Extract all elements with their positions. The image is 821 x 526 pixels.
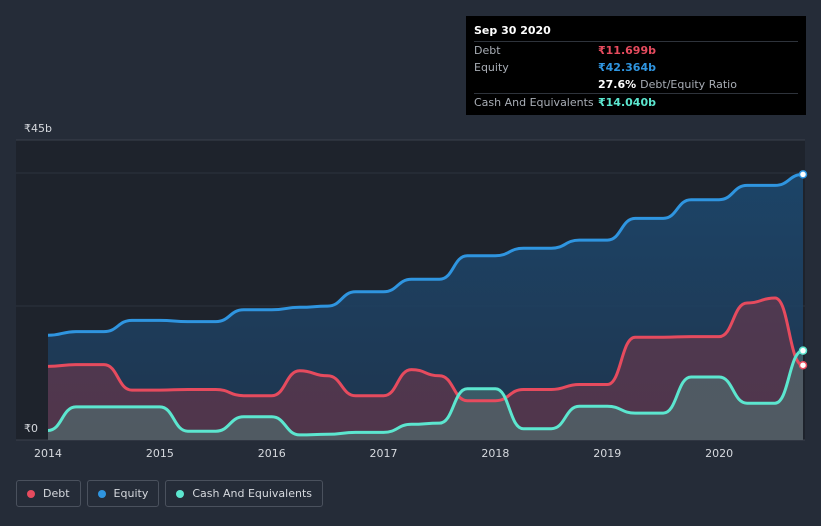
tooltip-value-ratio: 27.6% — [598, 78, 637, 91]
x-tick-label-2020: 2020 — [705, 447, 733, 460]
x-axis: 2014 2015 2016 2017 2018 2019 2020 — [34, 447, 733, 460]
tooltip-row-equity: Equity ₹42.364b — [474, 59, 798, 76]
legend-label-debt: Debt — [43, 487, 70, 500]
x-tick-label-2015: 2015 — [146, 447, 174, 460]
tooltip-value-cash: ₹14.040b — [598, 96, 656, 109]
legend-dot-cash — [176, 489, 185, 498]
chart-legend: Debt Equity Cash And Equivalents — [16, 480, 323, 507]
legend-dot-equity — [97, 489, 106, 498]
area-cash-and-equivalents — [48, 350, 803, 440]
line-debt — [47, 296, 804, 403]
y-axis: ₹45b ₹0 — [24, 122, 52, 435]
legend-label-equity: Equity — [113, 487, 149, 500]
x-tick-label-2017: 2017 — [370, 447, 398, 460]
x-tick-label-2018: 2018 — [481, 447, 509, 460]
area-debt — [48, 298, 803, 440]
tooltip-label: Cash And Equivalents — [474, 96, 594, 109]
y-tick-label-zero: ₹0 — [24, 422, 38, 435]
series-end-markers — [798, 170, 808, 370]
legend-item-equity[interactable]: Equity — [86, 480, 160, 507]
marker-cash-and-equivalents — [798, 346, 808, 355]
tooltip-row-cash: Cash And Equivalents ₹14.040b — [474, 93, 798, 111]
tooltip-label — [474, 76, 598, 93]
tooltip-label: Debt — [474, 44, 501, 57]
legend-dot-debt — [27, 489, 35, 498]
legend-item-debt[interactable]: Debt — [16, 480, 81, 507]
tooltip-label: Equity — [474, 61, 509, 74]
marker-equity — [798, 170, 808, 179]
marker-debt — [798, 360, 808, 370]
line-equity — [47, 172, 804, 337]
legend-item-cash[interactable]: Cash And Equivalents — [165, 480, 323, 507]
x-tick-label-2019: 2019 — [593, 447, 621, 460]
legend-label-cash: Cash And Equivalents — [192, 487, 312, 500]
tooltip-value-equity: ₹42.364b — [598, 61, 656, 74]
tooltip-row-debt: Debt ₹11.699b — [474, 41, 798, 59]
series-areas — [48, 174, 803, 440]
tooltip-value-debt: ₹11.699b — [598, 44, 656, 57]
tooltip-panel: Sep 30 2020 Debt ₹11.699b Equity ₹42.364… — [466, 16, 806, 115]
y-tick-label-top: ₹45b — [24, 122, 52, 135]
x-tick-label-2014: 2014 — [34, 447, 62, 460]
tooltip-date: Sep 30 2020 — [474, 24, 551, 37]
area-equity — [48, 174, 803, 440]
series-lines — [47, 172, 804, 437]
tooltip-row-ratio: 27.6% Debt/Equity Ratio — [474, 76, 798, 93]
x-tick-label-2016: 2016 — [258, 447, 286, 460]
tooltip-ratio-caption: Debt/Equity Ratio — [640, 78, 737, 91]
line-cash-and-equivalents — [47, 349, 804, 437]
